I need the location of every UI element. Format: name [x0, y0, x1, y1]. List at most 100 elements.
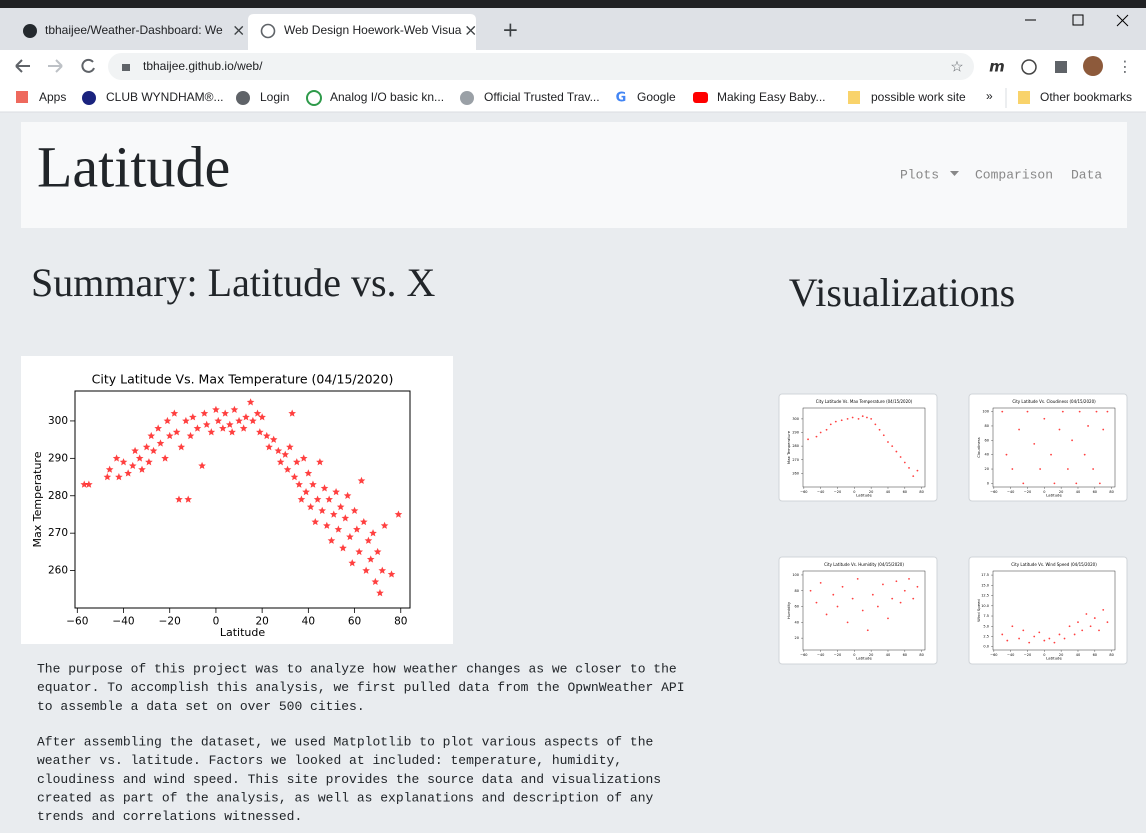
point: [1058, 428, 1061, 431]
point: [1033, 443, 1036, 445]
bookmark-folder[interactable]: Other bookmarks: [1040, 90, 1132, 104]
point: [846, 417, 849, 420]
point: [1083, 453, 1086, 456]
tab-close[interactable]: ×: [232, 21, 245, 40]
x-tick-label: 80: [1109, 653, 1113, 657]
new-tab[interactable]: +: [502, 18, 519, 42]
point: [1011, 468, 1014, 470]
paragraph-line: cloudiness and wind speed. This site pro…: [37, 772, 661, 787]
point: [327, 536, 336, 544]
tab-title[interactable]: Web Design Hoework-Web Visua: [284, 23, 462, 37]
y-axis-label: Max Temperature: [31, 451, 44, 547]
point: [1005, 453, 1008, 456]
bookmarks-overflow[interactable]: »: [986, 89, 993, 103]
extensions-icon[interactable]: [1055, 61, 1067, 73]
point: [887, 441, 889, 443]
x-tick-label: −60: [800, 653, 807, 657]
menu-icon[interactable]: ⋮: [1118, 58, 1133, 76]
point: [1081, 629, 1084, 632]
extension-icon[interactable]: [1021, 59, 1037, 75]
bookmark[interactable]: Google: [637, 90, 676, 104]
point: [1018, 637, 1020, 640]
point: [1102, 428, 1105, 431]
point: [332, 488, 340, 496]
star-icon[interactable]: ☆: [950, 58, 963, 76]
point: [290, 473, 299, 481]
x-tick-label: 60: [903, 490, 907, 494]
bookmark[interactable]: Login: [260, 90, 289, 104]
nav-link[interactable]: Plots: [900, 167, 939, 182]
point: [154, 424, 162, 432]
point: [1028, 641, 1031, 644]
x-tick-label: −20: [159, 615, 181, 627]
point: [851, 597, 854, 600]
x-tick-label: 20: [869, 490, 873, 494]
thumbnail[interactable]: [968, 393, 1128, 502]
point: [346, 532, 354, 541]
globe-icon: [260, 23, 276, 39]
nav-link[interactable]: Data: [1071, 167, 1102, 182]
nav-link[interactable]: Comparison: [975, 167, 1053, 182]
extension-icon[interactable]: m: [989, 58, 1005, 76]
point: [1022, 629, 1025, 632]
y-tick-label: 20: [795, 636, 799, 640]
brand[interactable]: Latitude: [37, 134, 230, 199]
point: [1053, 482, 1056, 485]
point: [1077, 621, 1079, 624]
point: [1022, 482, 1025, 485]
point: [304, 469, 313, 477]
address-bar[interactable]: [108, 53, 974, 80]
point: [200, 409, 209, 417]
x-tick-label: −60: [990, 490, 997, 494]
back-button[interactable]: [15, 59, 30, 73]
point: [128, 461, 137, 470]
maximize[interactable]: [1072, 14, 1084, 26]
bookmark[interactable]: Making Easy Baby...: [717, 90, 826, 104]
x-tick-label: −60: [800, 490, 807, 494]
x-tick-label: 60: [348, 615, 361, 627]
point: [149, 446, 158, 455]
bookmark[interactable]: Official Trusted Trav...: [484, 90, 600, 104]
point: [903, 589, 906, 592]
point: [369, 529, 377, 537]
thumbnail[interactable]: [778, 393, 938, 502]
bookmark[interactable]: possible work site: [871, 90, 966, 104]
thumbnail[interactable]: [778, 556, 938, 665]
forward-button[interactable]: [48, 59, 63, 73]
point: [323, 521, 331, 529]
point: [878, 428, 881, 431]
x-tick-label: −60: [66, 615, 88, 627]
reload-button[interactable]: [81, 58, 95, 73]
x-tick-label: −40: [817, 490, 824, 494]
x-tick-label: 0: [1043, 490, 1045, 494]
point: [135, 454, 144, 462]
point: [899, 601, 902, 604]
profile-avatar[interactable]: [1083, 56, 1103, 76]
thumbnail[interactable]: [968, 556, 1128, 665]
tab-title[interactable]: tbhaijee/Weather-Dashboard: We: [45, 23, 223, 37]
dropdown-caret[interactable]: [950, 171, 959, 176]
point: [1093, 617, 1096, 619]
url[interactable]: tbhaijee.github.io/web/: [143, 59, 263, 73]
paragraph-line: The purpose of this project was to analy…: [37, 661, 677, 676]
point: [283, 465, 292, 473]
point: [861, 415, 864, 418]
bookmark[interactable]: CLUB WYNDHAM®...: [106, 90, 224, 104]
tab-close[interactable]: ×: [464, 21, 477, 40]
bookmark[interactable]: Analog I/O basic kn...: [330, 90, 444, 104]
close-window[interactable]: [1116, 14, 1129, 27]
chart-title: City Latitude Vs. Cloudiness (04/15/2020…: [1012, 399, 1096, 404]
x-tick-label: −20: [1024, 490, 1031, 494]
x-tick-label: 80: [394, 615, 407, 627]
y-tick-label: 100: [792, 573, 799, 577]
y-tick-label: 260: [792, 471, 799, 475]
y-axis-label: Humidity: [786, 601, 791, 619]
bookmark[interactable]: Apps: [39, 90, 66, 104]
y-tick-label: 280: [48, 490, 68, 502]
point: [329, 510, 338, 518]
active-tab[interactable]: [248, 14, 476, 50]
point: [189, 413, 197, 421]
x-tick-label: 40: [886, 653, 890, 657]
point: [819, 431, 822, 434]
